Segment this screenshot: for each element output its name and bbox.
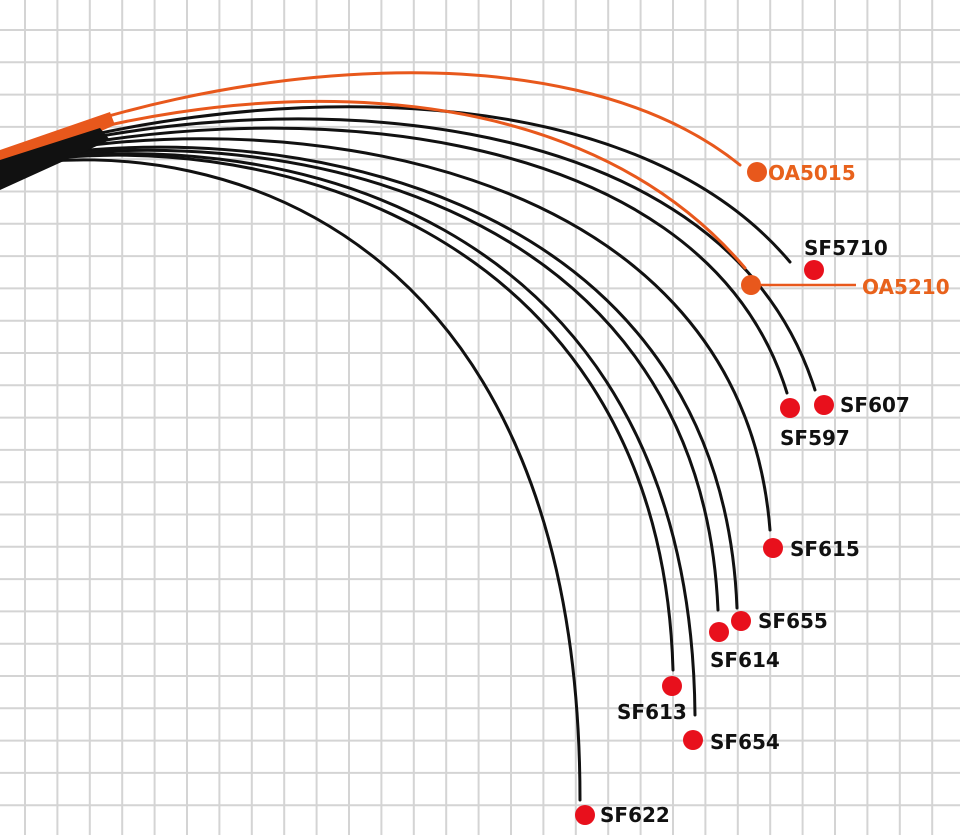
rod-tip-marker: [731, 611, 751, 631]
rod-curve-sf654: [3, 152, 697, 717]
rod-label: SF5710: [804, 236, 888, 260]
rod-label: SF614: [710, 648, 780, 672]
rod-label: SF615: [790, 537, 860, 561]
rod-label: OA5015: [768, 161, 856, 185]
rod-curve-sf5710: [3, 105, 792, 264]
rod-label: SF597: [780, 426, 850, 450]
rod-curve-sf655: [3, 145, 739, 610]
rod-butt-black: [0, 128, 110, 190]
rod-tip-marker: [780, 398, 800, 418]
rod-tip-marker: [814, 395, 834, 415]
rod-label: SF655: [758, 609, 828, 633]
rod-label: SF622: [600, 803, 670, 827]
rod-label: SF607: [840, 393, 910, 417]
rod-curve-sf615: [3, 137, 772, 532]
rod-tip-marker: [575, 805, 595, 825]
rod-tip-marker: [747, 162, 767, 182]
rod-label: OA5210: [862, 275, 950, 299]
rod-curve-sf622: [3, 158, 582, 802]
rod-butts: [0, 112, 115, 190]
rod-tip-marker: [709, 622, 729, 642]
rod-curve-sf614: [3, 148, 720, 612]
rod-tip-marker: [763, 538, 783, 558]
rod-label: SF654: [710, 730, 780, 754]
rod-label: SF613: [617, 700, 687, 724]
rod-curve-sf597: [3, 126, 789, 395]
rod-tip-marker: [741, 275, 761, 295]
rod-tip-marker: [804, 260, 824, 280]
rod-curves: [3, 71, 817, 802]
rod-labels: OA5015 OA5210 SF5710 SF607 SF597 SF615 SF655 SF…: [575, 161, 950, 827]
rod-tip-marker: [662, 676, 682, 696]
rod-tip-marker: [683, 730, 703, 750]
rod-curve-sf613: [3, 153, 675, 672]
